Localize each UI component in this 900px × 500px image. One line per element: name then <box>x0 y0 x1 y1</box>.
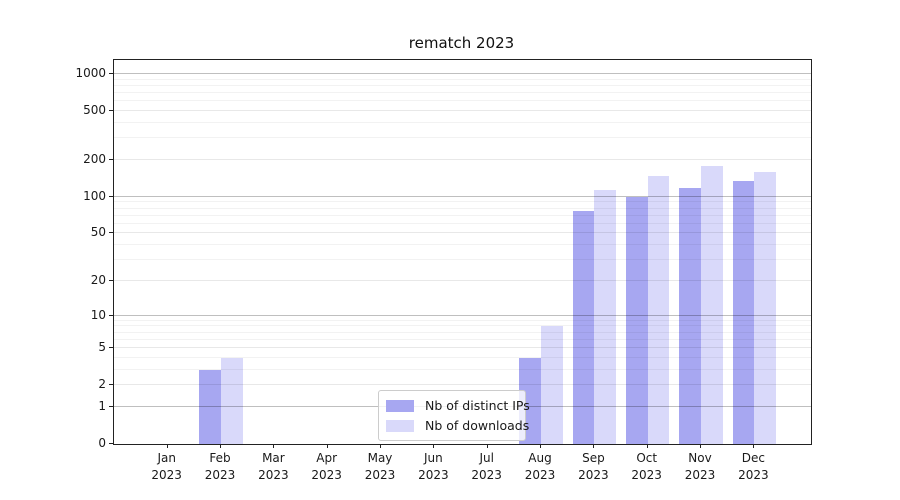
gridline <box>114 92 811 93</box>
x-tick-label: Jan 2023 <box>151 451 182 482</box>
y-tick-mark <box>109 405 113 407</box>
x-tick-label: Aug 2023 <box>524 451 556 482</box>
x-tick-mark <box>646 444 648 448</box>
gridline <box>114 207 811 209</box>
bar-downloads-dec <box>754 171 777 444</box>
chart-title: rematch 2023 <box>408 34 515 52</box>
x-tick-mark <box>220 444 221 448</box>
x-tick-label: May 2023 <box>364 451 396 482</box>
plot-area <box>113 59 812 445</box>
gridline <box>114 244 811 246</box>
bar-distinct-ips-dec <box>732 181 755 444</box>
y-tick-label: 100 <box>83 188 106 203</box>
x-tick-label: Apr 2023 <box>311 451 342 482</box>
x-tick-mark <box>380 444 381 448</box>
legend-item-distinct-ips: Nb of distinct IPs <box>386 398 530 413</box>
gridline <box>114 368 811 370</box>
gridline <box>114 325 811 327</box>
y-tick-mark <box>109 195 113 197</box>
y-tick-label: 0 <box>98 436 106 450</box>
gridline <box>114 222 811 224</box>
x-tick-label: Sep 2023 <box>578 451 609 482</box>
x-tick-mark <box>753 444 755 448</box>
legend-label-distinct-ips: Nb of distinct IPs <box>425 398 530 413</box>
y-tick-mark <box>109 314 113 316</box>
bar-downloads-sep <box>594 190 617 444</box>
y-tick-label: 200 <box>83 151 106 166</box>
y-tick-mark <box>109 347 113 348</box>
y-tick-label: 2 <box>98 377 106 392</box>
y-tick-label: 5 <box>98 340 106 354</box>
gridline <box>114 347 811 348</box>
legend-label-downloads: Nb of downloads <box>425 418 530 433</box>
x-tick-label: Mar 2023 <box>258 451 289 482</box>
gridline <box>114 338 811 340</box>
y-tick-label: 1000 <box>75 66 106 80</box>
gridline <box>114 100 811 102</box>
bar-downloads-feb <box>221 357 243 444</box>
y-tick-mark <box>109 73 113 74</box>
y-tick-label: 500 <box>83 103 106 117</box>
gridline <box>114 73 811 74</box>
y-tick-mark <box>109 110 113 111</box>
x-tick-label: Nov 2023 <box>684 451 716 482</box>
bar-downloads-aug <box>541 326 563 444</box>
gridline <box>114 356 811 358</box>
x-tick-mark <box>433 444 435 448</box>
y-tick-mark <box>109 443 113 444</box>
bar-distinct-ips-oct <box>625 196 648 444</box>
gridline <box>114 137 811 139</box>
gridline <box>114 214 811 216</box>
legend: Nb of distinct IPs Nb of downloads <box>378 390 530 441</box>
x-tick-label: Oct 2023 <box>631 451 662 482</box>
x-tick-mark <box>540 444 541 448</box>
y-tick-label: 1 <box>98 398 106 413</box>
x-tick-mark <box>273 444 275 448</box>
x-tick-mark <box>700 444 701 448</box>
gridline <box>114 331 811 333</box>
x-tick-label: Dec 2023 <box>738 451 769 482</box>
x-tick-mark <box>166 444 168 448</box>
gridline <box>114 201 811 203</box>
y-tick-label: 50 <box>90 225 106 240</box>
y-tick-label: 20 <box>90 272 106 287</box>
gridline <box>114 84 811 86</box>
gridline <box>114 158 811 160</box>
y-tick-mark <box>109 158 113 160</box>
gridline <box>114 78 811 80</box>
bar-distinct-ips-sep <box>572 211 595 444</box>
x-tick-label: Jul 2023 <box>471 451 502 482</box>
x-tick-mark <box>326 444 328 448</box>
bar-distinct-ips-feb <box>199 369 221 444</box>
y-tick-label: 10 <box>90 307 106 322</box>
gridline <box>114 279 811 281</box>
bar-downloads-nov <box>701 166 723 444</box>
legend-item-downloads: Nb of downloads <box>386 418 529 433</box>
bar-downloads-oct <box>647 176 670 444</box>
gridline <box>114 259 811 261</box>
gridline <box>114 319 811 321</box>
y-tick-mark <box>109 232 113 234</box>
y-tick-mark <box>109 384 113 386</box>
gridline <box>114 110 811 111</box>
legend-swatch-distinct-ips <box>386 399 414 412</box>
gridline <box>114 195 811 197</box>
legend-swatch-downloads <box>386 419 414 432</box>
x-tick-mark <box>486 444 488 448</box>
x-tick-mark <box>593 444 595 448</box>
gridline <box>114 232 811 234</box>
x-tick-label: Jun 2023 <box>418 451 449 482</box>
y-tick-mark <box>109 279 113 281</box>
gridline <box>114 122 811 123</box>
gridline <box>114 314 811 316</box>
bar-distinct-ips-nov <box>679 188 701 444</box>
gridline <box>114 384 811 386</box>
x-tick-label: Feb 2023 <box>204 451 236 482</box>
